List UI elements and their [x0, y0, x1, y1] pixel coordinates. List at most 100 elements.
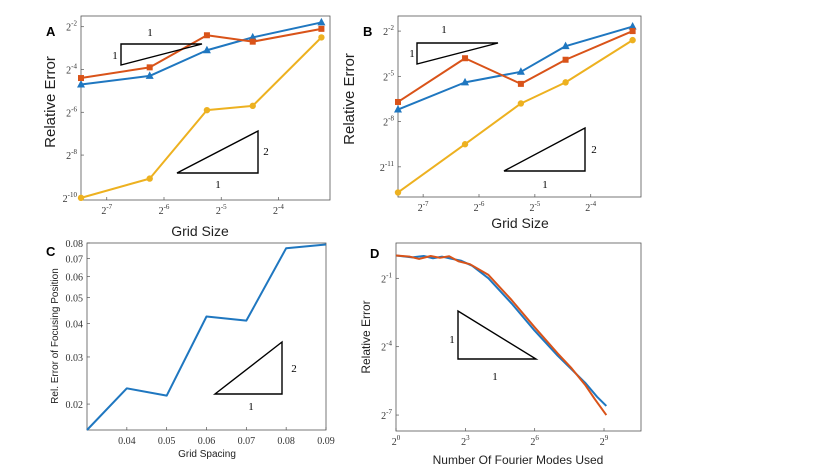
slope-rise-label: 1 [409, 48, 415, 60]
y-tick-label: 2-5 [383, 69, 394, 83]
data-point-yellow [249, 102, 256, 110]
panel-c-ylabel: Rel. Error of Focusing Position [50, 268, 61, 404]
x-tick-label: 26 [530, 434, 539, 448]
data-point-orange [249, 38, 256, 45]
slope-rise-label: 2 [591, 144, 597, 156]
slope-triangle [120, 43, 203, 66]
x-tick-label: 2-6 [474, 200, 485, 214]
plot-area-b [397, 15, 642, 198]
y-tick-label: 0.02 [66, 400, 84, 411]
y-tick-label: 2-8 [66, 148, 77, 162]
y-tick-label: 2-8 [383, 115, 394, 129]
slope-triangle [212, 340, 283, 395]
y-tick-label: 2-7 [381, 408, 392, 422]
data-point-orange [462, 55, 469, 62]
panel-a-xlabel: Grid Size [171, 223, 229, 239]
x-tick-label: 0.09 [317, 436, 335, 447]
data-point-blue [248, 32, 257, 41]
panel-b: 2-7 2-6 2-5 2-4 2-2 2-5 2-8 2-11 1 1 1 2 B Grid Size R… [341, 15, 642, 231]
data-point-orange [203, 32, 210, 39]
x-tick-label: 2-4 [273, 203, 284, 217]
y-tick-label: 2-4 [381, 340, 392, 354]
x-tick-label: 20 [392, 434, 401, 448]
slope-rise-label: 1 [112, 50, 118, 62]
slope-run-label: 1 [147, 27, 153, 39]
data-point-blue [516, 67, 525, 75]
y-tick-label: 0.07 [66, 255, 84, 266]
y-tick-label: 2-11 [380, 160, 395, 174]
slope-rise-label: 1 [449, 334, 455, 346]
data-point-yellow [318, 34, 325, 41]
data-point-orange [517, 80, 524, 87]
panel-b-xlabel: Grid Size [491, 215, 549, 231]
data-point-blue [628, 22, 637, 30]
data-point-yellow [394, 189, 402, 196]
x-tick-label: 2-7 [418, 200, 429, 214]
y-tick-label: 2-2 [66, 20, 77, 34]
data-point-yellow [77, 194, 85, 202]
data-point-blue [317, 17, 326, 26]
slope-triangle [503, 126, 586, 172]
x-tick-label: 2-5 [216, 203, 227, 217]
slope-triangle [416, 42, 499, 65]
data-point-blue [561, 41, 570, 50]
y-tick-label: 0.05 [66, 294, 84, 305]
slope-run-label: 1 [542, 179, 548, 191]
data-point-orange [318, 25, 325, 32]
panel-b-ylabel: Relative Error [341, 53, 358, 145]
y-tick-label: 0.08 [66, 239, 84, 250]
data-point-yellow [203, 106, 211, 114]
y-tick-label: 0.03 [66, 353, 84, 364]
data-point-blue [202, 45, 211, 54]
data-point-blue [394, 105, 402, 113]
panel-d: 20 23 26 29 2-1 2-4 2-7 1 1 D Number Of Fourier Mo… [359, 242, 642, 467]
slope-run-label: 1 [492, 371, 498, 383]
y-tick-label: 2-6 [66, 105, 77, 119]
slope-rise-label: 2 [263, 146, 269, 158]
x-tick-label: 2-7 [101, 203, 112, 217]
panel-d-ylabel: Relative Error [359, 300, 373, 373]
slope-run-label: 1 [441, 24, 447, 36]
panel-a: 2-7 2-6 2-5 2-4 2-2 2-4 2-6 2-8 2-10 1 1 1 2 A Grid Si… [42, 15, 331, 239]
data-point-orange [146, 64, 153, 71]
x-tick-label: 0.07 [238, 436, 256, 447]
panel-c-xlabel: Grid Spacing [178, 449, 236, 460]
panel-c-label: C [46, 244, 56, 259]
x-tick-label: 29 [600, 434, 609, 448]
x-tick-label: 2-4 [585, 200, 596, 214]
x-tick-label: 2-6 [159, 203, 170, 217]
data-point-yellow [517, 100, 525, 107]
x-tick-label: 23 [461, 434, 470, 448]
data-point-blue [461, 77, 470, 86]
data-point-blue [77, 79, 85, 88]
slope-triangle [176, 129, 259, 174]
x-tick-label: 0.06 [198, 436, 216, 447]
panel-d-xlabel: Number Of Fourier Modes Used [433, 453, 604, 467]
data-point-orange [629, 28, 636, 35]
x-tick-label: 0.05 [158, 436, 176, 447]
series-line-orange [395, 254, 608, 416]
y-tick-label: 0.04 [66, 320, 84, 331]
data-point-yellow [146, 175, 153, 182]
data-point-orange [78, 75, 84, 82]
data-point-yellow [629, 36, 636, 44]
slope-rise-label: 2 [291, 363, 297, 375]
y-tick-label: 2-1 [381, 271, 392, 285]
slope-triangle [457, 309, 539, 360]
series-line-focusing-error [86, 243, 327, 431]
data-point-yellow [461, 141, 469, 148]
slope-run-label: 1 [215, 179, 221, 191]
y-tick-label: 2-4 [66, 62, 77, 76]
x-tick-label: 2-5 [529, 200, 540, 214]
panel-a-ylabel: Relative Error [42, 56, 59, 148]
panel-b-label: B [363, 24, 372, 39]
x-tick-label: 0.08 [277, 436, 295, 447]
data-point-orange [562, 56, 569, 63]
y-tick-label: 2-10 [63, 191, 78, 205]
data-point-orange [395, 98, 401, 105]
slope-run-label: 1 [248, 401, 254, 413]
x-tick-label: 0.04 [118, 436, 136, 447]
panel-d-label: D [370, 246, 379, 261]
panel-c: 0.04 0.05 0.06 0.07 0.08 0.09 0.08 0.07 0.06 0.05… [46, 239, 335, 460]
